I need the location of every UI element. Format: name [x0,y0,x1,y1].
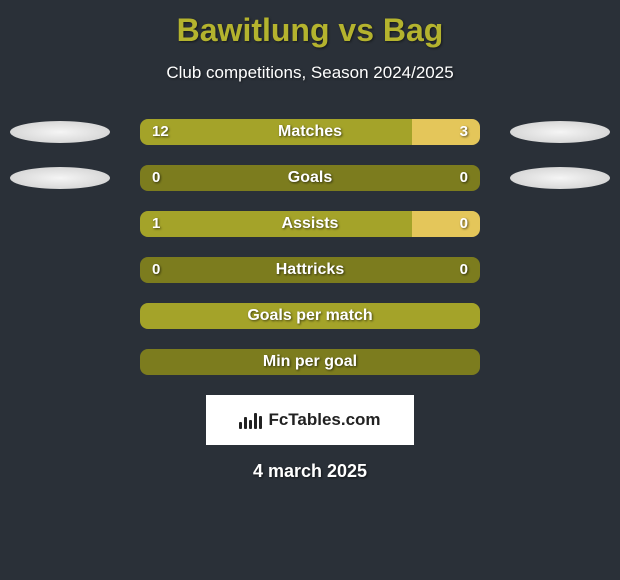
bar-track [140,303,480,329]
logo-text: FcTables.com [268,410,380,430]
date-text: 4 march 2025 [0,461,620,482]
bar-track [140,257,480,283]
bar-left [140,119,412,145]
player-oval-left [10,167,110,189]
stat-row: Goals per match [0,303,620,329]
bar-left [140,211,412,237]
barchart-icon [239,411,262,429]
logo: FcTables.com [239,410,380,430]
bar-left [140,349,480,375]
bar-track [140,349,480,375]
page-title: Bawitlung vs Bag [0,0,620,49]
bar-track [140,119,480,145]
stats-container: Matches123 Goals00 Assists10 Hattricks00 Goa… [0,119,620,375]
bar-left [140,257,480,283]
stat-row: Assists10 [0,211,620,237]
bar-track [140,211,480,237]
stat-row: Hattricks00 [0,257,620,283]
stat-row: Min per goal [0,349,620,375]
player-oval-left [10,121,110,143]
player-oval-right [510,121,610,143]
player-oval-right [510,167,610,189]
logo-box: FcTables.com [206,395,414,445]
stat-row: Matches123 [0,119,620,145]
bar-left [140,303,480,329]
bar-left [140,165,480,191]
stat-row: Goals00 [0,165,620,191]
bar-track [140,165,480,191]
bar-right [412,211,480,237]
page-subtitle: Club competitions, Season 2024/2025 [0,63,620,83]
bar-right [412,119,480,145]
